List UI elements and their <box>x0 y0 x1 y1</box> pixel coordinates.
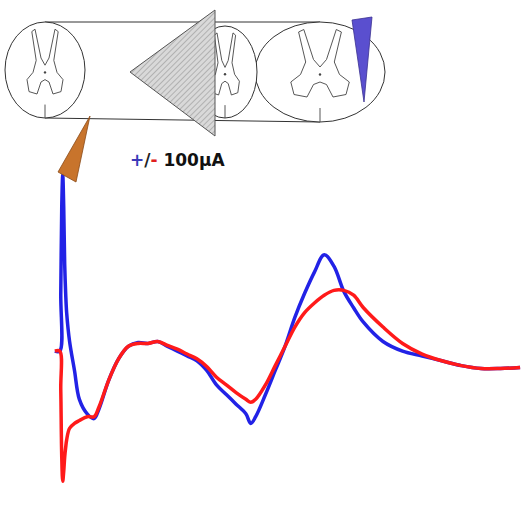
svg-text:+/- 100µA: +/- 100µA <box>130 150 225 170</box>
